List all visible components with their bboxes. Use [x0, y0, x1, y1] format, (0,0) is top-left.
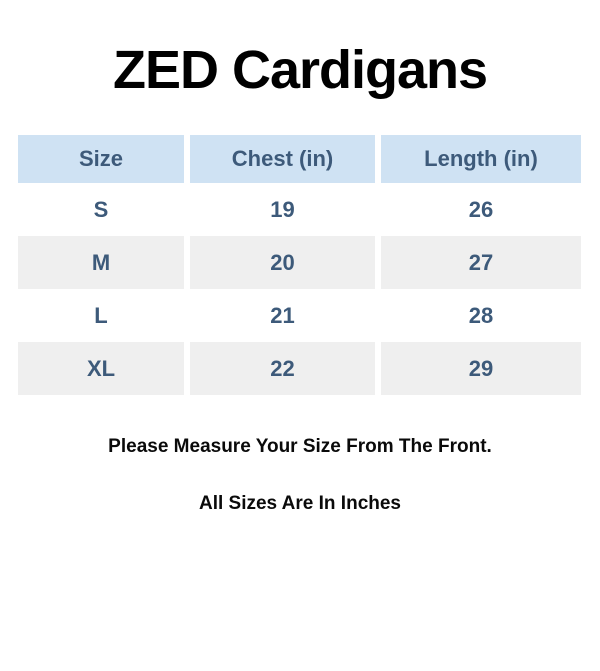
column-header-length: Length (in)	[381, 135, 581, 183]
cell-length: 29	[381, 342, 581, 395]
cell-size: L	[94, 302, 108, 328]
size-chart-table: Size Chest (in) Length (in) S 19 26 M 20…	[18, 135, 581, 395]
table-row-xl: XL 22 29	[18, 342, 581, 395]
cell-length: 27	[381, 236, 581, 289]
table-row-s: S 19 26	[18, 183, 581, 236]
column-header-size: Size	[18, 135, 184, 183]
note-measure-instruction: Please Measure Your Size From The Front.	[108, 436, 492, 457]
cell-chest: 20	[190, 236, 375, 289]
column-header-chest: Chest (in)	[190, 135, 375, 183]
table-header-row: Size Chest (in) Length (in)	[18, 135, 581, 183]
cell-length: 26	[468, 196, 494, 222]
cell-chest: 19	[270, 196, 295, 222]
cell-chest: 21	[270, 302, 295, 328]
table-row-l: L 21 28	[18, 289, 581, 342]
table-row-m: M 20 27	[18, 236, 581, 289]
cell-size: XL	[18, 342, 184, 395]
note-units: All Sizes Are In Inches	[198, 493, 402, 514]
cell-size: M	[18, 236, 184, 289]
cell-chest: 22	[190, 342, 375, 395]
cell-size: S	[93, 196, 109, 222]
page-title: ZED Cardigans	[112, 40, 488, 100]
cell-length: 28	[468, 302, 494, 328]
